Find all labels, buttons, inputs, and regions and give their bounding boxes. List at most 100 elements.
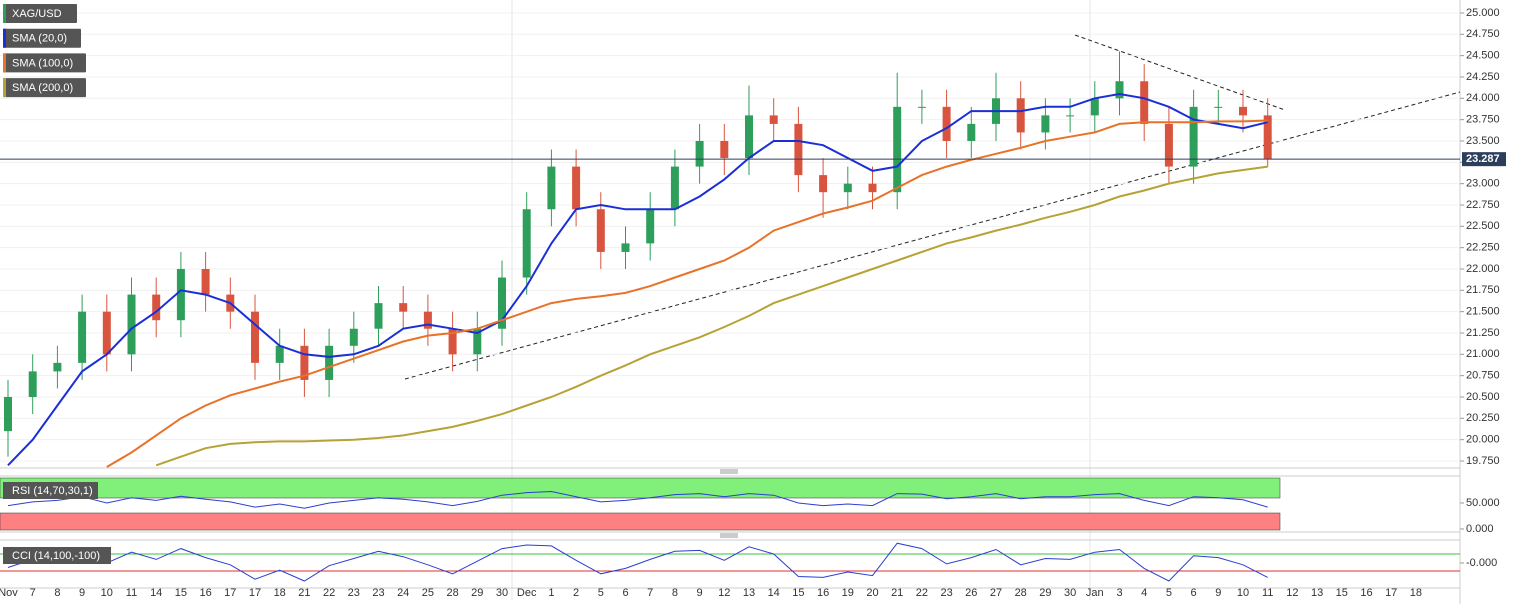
legend-label: SMA (20,0) <box>12 33 67 45</box>
x-tick-label: 8 <box>54 587 60 599</box>
candle-body <box>1066 115 1075 117</box>
x-tick-label: 13 <box>743 587 755 599</box>
candle-body <box>868 183 877 193</box>
y-tick-label: 20.500 <box>1466 391 1500 403</box>
candle-body <box>498 277 506 329</box>
x-tick-label: 19 <box>842 587 854 599</box>
x-tick-label: 15 <box>792 587 804 599</box>
x-tick-label: 10 <box>1237 587 1249 599</box>
trend-line[interactable] <box>1074 34 1286 111</box>
plot-layer: 19.75020.00020.25020.50020.75021.00021.2… <box>0 4 1506 599</box>
x-tick-label: 7 <box>647 587 653 599</box>
candle-body <box>670 166 679 210</box>
x-tick-label: 22 <box>323 587 335 599</box>
line <box>106 119 1268 468</box>
candle-body <box>201 268 210 295</box>
candle-body <box>819 175 828 193</box>
x-tick-label: 24 <box>397 587 409 599</box>
candle-body <box>473 328 482 355</box>
candle-body <box>78 311 87 363</box>
x-tick-label: 29 <box>1039 587 1051 599</box>
y-tick-label: 24.500 <box>1466 50 1500 62</box>
x-tick-label: 30 <box>1064 587 1076 599</box>
legend-swatch <box>3 28 6 48</box>
trend-line[interactable] <box>404 91 1461 380</box>
x-tick-label: 14 <box>768 587 780 599</box>
y-tick-label: 24.000 <box>1466 92 1500 104</box>
x-tick-label: 18 <box>274 587 286 599</box>
candle-body <box>1140 81 1149 124</box>
y-tick-label: 23.750 <box>1466 114 1500 126</box>
x-tick-label: 15 <box>175 587 187 599</box>
x-tick-label: 28 <box>1015 587 1027 599</box>
candle-body <box>695 140 704 167</box>
x-tick-label: 10 <box>101 587 113 599</box>
x-tick-label: 9 <box>697 587 703 599</box>
line <box>155 165 1268 467</box>
x-tick-label: 22 <box>916 587 928 599</box>
x-tick-label: 30 <box>496 587 508 599</box>
x-tick-label: 17 <box>249 587 261 599</box>
indicator-label: RSI (14,70,30,1) <box>12 485 93 497</box>
y-tick-label: 22.250 <box>1466 242 1500 254</box>
x-tick-label: 11 <box>126 587 137 599</box>
candle-body <box>53 362 62 372</box>
candle-body <box>547 166 556 210</box>
candle-body <box>28 371 37 397</box>
legend-box <box>3 28 81 48</box>
x-tick-label: 11 <box>1262 587 1273 599</box>
y-tick-label: 24.750 <box>1466 28 1500 40</box>
panel-handle[interactable] <box>720 533 738 538</box>
indicator-label: CCI (14,100,-100) <box>12 550 100 562</box>
candle-body <box>152 294 161 321</box>
y-tick-label: 0.000 <box>1466 523 1494 535</box>
candle-body <box>967 123 976 141</box>
x-tick-label: 12 <box>1286 587 1298 599</box>
candle-body <box>325 345 334 380</box>
x-tick-label: 21 <box>298 587 310 599</box>
candle-body <box>942 106 951 141</box>
line <box>7 490 1268 509</box>
candle-body <box>1016 98 1025 133</box>
indicator-box <box>3 547 111 564</box>
x-tick-label: 28 <box>446 587 458 599</box>
legend-box <box>3 53 86 73</box>
x-tick-label: 6 <box>622 587 628 599</box>
x-tick-label: 25 <box>422 587 434 599</box>
x-tick-label: 27 <box>990 587 1002 599</box>
x-tick-label: 17 <box>1385 587 1397 599</box>
y-tick-label: 21.000 <box>1466 348 1500 360</box>
candle-body <box>843 183 852 193</box>
y-tick-label: 21.500 <box>1466 306 1500 318</box>
x-tick-label: 23 <box>372 587 384 599</box>
candle-body <box>300 345 309 380</box>
candle-body <box>374 303 383 329</box>
legend-box <box>3 4 77 23</box>
x-tick-label: 5 <box>598 587 604 599</box>
x-tick-label: 18 <box>1410 587 1422 599</box>
x-tick-label: 8 <box>672 587 678 599</box>
panel-handle[interactable] <box>720 469 738 474</box>
candle-body <box>1214 106 1223 108</box>
candle-body <box>1189 106 1198 167</box>
candle-body <box>275 345 284 363</box>
candle-body <box>1090 98 1099 116</box>
x-tick-label: Nov <box>0 587 18 599</box>
y-tick-label: 21.250 <box>1466 327 1500 339</box>
x-tick-label: 16 <box>1360 587 1372 599</box>
y-tick-label: 21.750 <box>1466 284 1500 296</box>
y-tick-label: 22.000 <box>1466 263 1500 275</box>
line <box>7 92 1268 466</box>
x-tick-label: 26 <box>965 587 977 599</box>
x-tick-label: 23 <box>940 587 952 599</box>
candle-body <box>127 294 136 355</box>
legend-label: SMA (100,0) <box>12 57 73 69</box>
x-tick-label: 3 <box>1116 587 1122 599</box>
rsi-overbought-zone <box>0 477 1281 499</box>
candle-body <box>1115 81 1124 99</box>
x-tick-label: 9 <box>79 587 85 599</box>
x-tick-label: 1 <box>548 587 554 599</box>
